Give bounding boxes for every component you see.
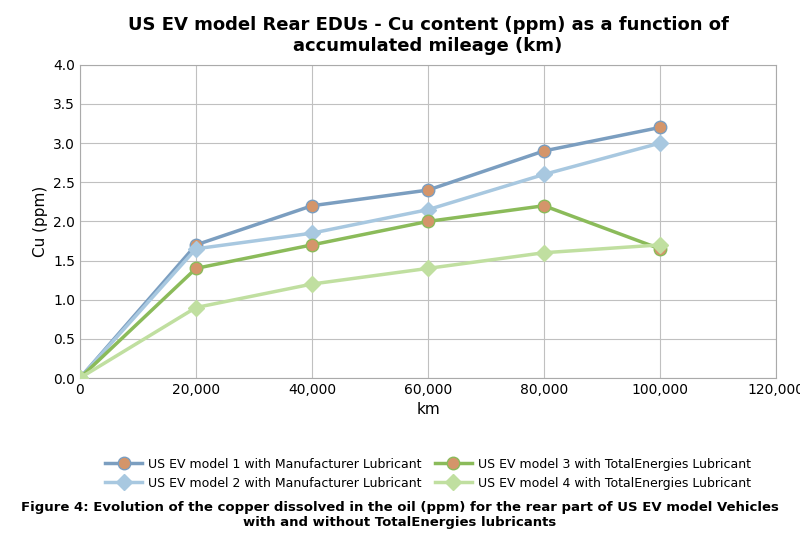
Line: US EV model 3 with TotalEnergies Lubricant: US EV model 3 with TotalEnergies Lubrica… — [74, 199, 666, 384]
US EV model 3 with TotalEnergies Lubricant — [75, 375, 85, 381]
US EV model 4 with TotalEnergies Lubricant — [539, 249, 549, 256]
US EV model 3 with TotalEnergies Lubricant — [539, 202, 549, 209]
Y-axis label: Cu (ppm): Cu (ppm) — [33, 186, 47, 257]
US EV model 1 with Manufacturer Lubricant — [307, 202, 317, 209]
X-axis label: km: km — [416, 402, 440, 417]
Text: Figure 4: Evolution of the copper dissolved in the oil (ppm) for the rear part o: Figure 4: Evolution of the copper dissol… — [21, 501, 779, 529]
US EV model 2 with Manufacturer Lubricant — [191, 246, 201, 252]
US EV model 2 with Manufacturer Lubricant — [307, 230, 317, 237]
US EV model 1 with Manufacturer Lubricant — [655, 124, 665, 131]
US EV model 1 with Manufacturer Lubricant — [423, 187, 433, 193]
US EV model 2 with Manufacturer Lubricant — [655, 140, 665, 146]
US EV model 4 with TotalEnergies Lubricant — [75, 375, 85, 381]
Line: US EV model 1 with Manufacturer Lubricant: US EV model 1 with Manufacturer Lubrican… — [74, 121, 666, 384]
US EV model 1 with Manufacturer Lubricant — [75, 375, 85, 381]
US EV model 2 with Manufacturer Lubricant — [75, 375, 85, 381]
US EV model 1 with Manufacturer Lubricant — [191, 242, 201, 248]
Line: US EV model 2 with Manufacturer Lubricant: US EV model 2 with Manufacturer Lubrican… — [74, 138, 666, 383]
US EV model 4 with TotalEnergies Lubricant — [423, 265, 433, 272]
US EV model 3 with TotalEnergies Lubricant — [423, 218, 433, 225]
Legend: US EV model 1 with Manufacturer Lubricant, US EV model 2 with Manufacturer Lubri: US EV model 1 with Manufacturer Lubrican… — [100, 453, 756, 495]
US EV model 2 with Manufacturer Lubricant — [539, 171, 549, 178]
US EV model 3 with TotalEnergies Lubricant — [655, 246, 665, 252]
US EV model 3 with TotalEnergies Lubricant — [307, 242, 317, 248]
US EV model 4 with TotalEnergies Lubricant — [655, 242, 665, 248]
US EV model 3 with TotalEnergies Lubricant — [191, 265, 201, 272]
US EV model 2 with Manufacturer Lubricant — [423, 206, 433, 213]
US EV model 1 with Manufacturer Lubricant — [539, 148, 549, 154]
US EV model 4 with TotalEnergies Lubricant — [307, 281, 317, 287]
Title: US EV model Rear EDUs - Cu content (ppm) as a function of
accumulated mileage (k: US EV model Rear EDUs - Cu content (ppm)… — [127, 16, 729, 55]
Line: US EV model 4 with TotalEnergies Lubricant: US EV model 4 with TotalEnergies Lubrica… — [74, 239, 666, 383]
US EV model 4 with TotalEnergies Lubricant — [191, 305, 201, 311]
